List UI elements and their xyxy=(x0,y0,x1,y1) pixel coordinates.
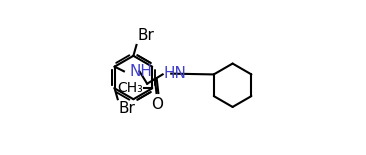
Text: CH₃: CH₃ xyxy=(117,81,143,95)
Text: HN: HN xyxy=(164,66,186,81)
Text: Br: Br xyxy=(137,28,154,43)
Text: NH: NH xyxy=(129,64,152,79)
Text: O: O xyxy=(151,97,163,112)
Text: Br: Br xyxy=(119,101,135,116)
